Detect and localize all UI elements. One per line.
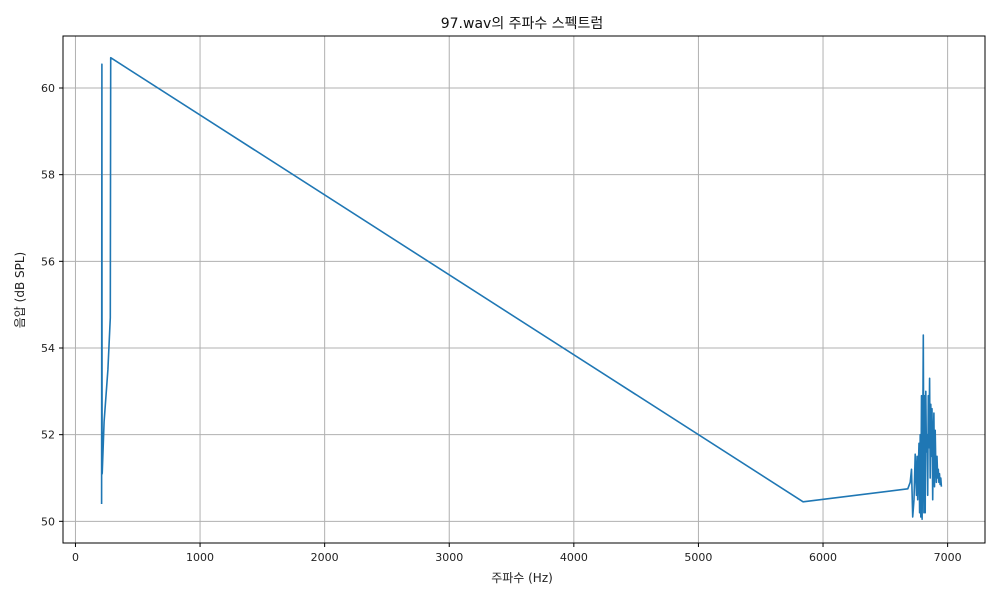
y-tick-label: 58 [41,169,55,182]
axis-ticks: 0 1000 2000 3000 4000 5000 6000 7000 50 52 54 56 58 6… [41,82,962,564]
chart-title: 97.wav의 주파수 스펙트럼 [441,16,604,32]
x-tick-label: 7000 [934,551,962,564]
x-tick-label: 6000 [809,551,837,564]
y-axis-label: 음압 (dB SPL) [13,252,27,328]
grid-lines [63,36,985,543]
series-layer [100,56,943,521]
x-axis-label: 주파수 (Hz) [491,571,553,585]
y-tick-label: 56 [41,255,55,268]
y-tick-label: 54 [41,342,55,355]
x-tick-label: 0 [72,551,79,564]
y-tick-label: 50 [41,515,55,528]
plot-area-frame [62,35,986,544]
series-line-0 [100,56,943,521]
x-tick-label: 4000 [560,551,588,564]
x-tick-label: 5000 [684,551,712,564]
y-tick-label: 60 [41,82,55,95]
y-tick-label: 52 [41,429,55,442]
x-tick-label: 2000 [311,551,339,564]
x-tick-label: 3000 [435,551,463,564]
x-tick-label: 1000 [186,551,214,564]
